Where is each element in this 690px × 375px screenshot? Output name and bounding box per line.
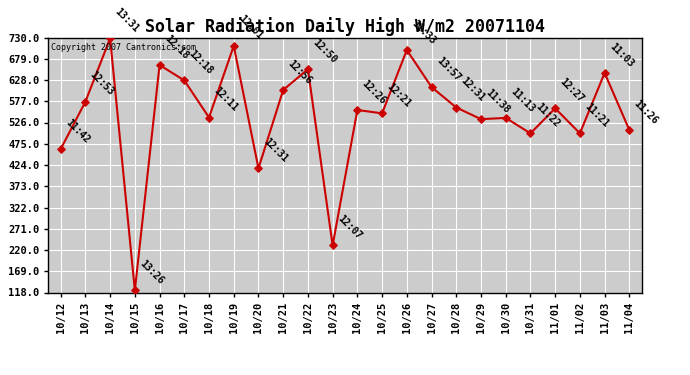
Text: 11:26: 11:26 (632, 98, 660, 126)
Text: 12:21: 12:21 (385, 81, 413, 109)
Point (228, 43, 239, 49)
Text: 12:53: 12:53 (88, 70, 116, 98)
Text: 11:21: 11:21 (582, 101, 611, 129)
Point (599, 70, 610, 76)
Text: 12:07: 12:07 (335, 213, 363, 241)
Text: Copyright 2007 Cantronics.com: Copyright 2007 Cantronics.com (51, 43, 196, 52)
Text: 13:57: 13:57 (434, 55, 462, 83)
Point (327, 242, 338, 248)
Text: 13:26: 13:26 (137, 258, 166, 286)
Point (451, 105, 462, 111)
Point (204, 114, 215, 120)
Text: 11:22: 11:22 (533, 101, 561, 129)
Text: 12:26: 12:26 (360, 78, 388, 106)
Point (352, 107, 363, 113)
Text: 12:56: 12:56 (286, 58, 314, 86)
Point (550, 105, 561, 111)
Point (574, 130, 585, 136)
Text: 11:03: 11:03 (607, 41, 635, 69)
Text: 12:31: 12:31 (459, 75, 487, 104)
Point (302, 66, 313, 72)
Point (154, 62, 165, 68)
Title: Solar Radiation Daily High W/m2 20071104: Solar Radiation Daily High W/m2 20071104 (145, 17, 545, 36)
Point (475, 116, 486, 122)
Text: 11:33: 11:33 (410, 18, 437, 46)
Text: 12:18: 12:18 (162, 33, 190, 61)
Text: 11:42: 11:42 (63, 117, 91, 145)
Text: 12:18: 12:18 (187, 48, 215, 76)
Point (426, 84, 437, 90)
Text: 11:38: 11:38 (484, 87, 511, 115)
Text: 12:27: 12:27 (558, 76, 586, 104)
Point (525, 130, 536, 136)
Point (624, 127, 635, 133)
Text: 12:31: 12:31 (262, 136, 289, 164)
Text: 12:50: 12:50 (310, 37, 339, 65)
Text: 12:01: 12:01 (237, 14, 264, 42)
Point (253, 165, 264, 171)
Text: 11:13: 11:13 (509, 86, 536, 114)
Point (105, 35, 116, 41)
Point (277, 87, 288, 93)
Point (377, 110, 388, 116)
Point (55, 146, 66, 152)
Point (500, 115, 511, 121)
Point (402, 47, 413, 53)
Text: 12:11: 12:11 (212, 86, 239, 113)
Point (80, 99, 91, 105)
Point (179, 77, 190, 83)
Text: 13:31: 13:31 (113, 6, 141, 34)
Point (129, 287, 140, 293)
